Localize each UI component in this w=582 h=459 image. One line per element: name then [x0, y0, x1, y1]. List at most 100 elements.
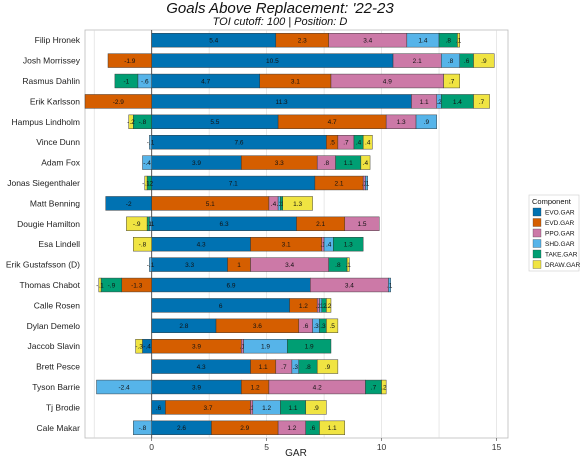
- player-label: Adam Fox: [41, 158, 80, 168]
- player-label: Rasmus Dahlin: [22, 76, 80, 86]
- player-label: Calle Rosen: [34, 300, 81, 310]
- segment-value-label: -.3: [135, 344, 143, 351]
- legend-items: EVO.GAR EVD.GAR PPO.GAR SHD.GAR TAKE.GAR DRAW…: [532, 207, 580, 269]
- segment-value-label: .9: [313, 405, 319, 412]
- segment-value-label: 4.7: [201, 78, 210, 85]
- bar-segment-shd: [365, 175, 368, 191]
- segment-value-label: .8: [324, 160, 330, 167]
- bar-segment-draw: [126, 216, 148, 231]
- segment-value-label: 7.6: [235, 140, 244, 147]
- player-label: Esa Lindell: [38, 239, 80, 249]
- segment-value-label: .1: [320, 242, 326, 249]
- segment-value-label: 1.1: [259, 364, 268, 371]
- segment-value-label: -.1: [144, 221, 152, 228]
- segment-value-label: .1: [346, 262, 352, 269]
- segment-value-label: .4: [365, 140, 371, 147]
- segment-value-label: 1.4: [453, 99, 462, 106]
- bar-segment-draw: [316, 359, 339, 374]
- segment-value-label: .5: [329, 140, 335, 147]
- segment-value-label: .4: [271, 201, 277, 208]
- segment-value-label: 6.9: [226, 282, 235, 289]
- bar-segment-draw: [457, 33, 460, 48]
- segment-value-label: 1.2: [299, 303, 308, 310]
- segment-value-label: .6: [464, 58, 470, 65]
- segment-value-label: .4: [326, 242, 332, 249]
- segment-value-label: 1.9: [261, 344, 270, 351]
- plot-area: [84, 29, 509, 439]
- bar-segment-draw: [326, 298, 332, 313]
- legend-swatch: [532, 260, 542, 269]
- segment-value-label: 5.5: [210, 119, 219, 126]
- x-ticks: 0 5 10 15: [149, 438, 501, 452]
- segment-value-label: .7: [479, 99, 485, 106]
- bar-segment-draw: [98, 277, 102, 293]
- bar-segment-draw: [135, 339, 143, 354]
- segment-value-label: 3.9: [192, 160, 201, 167]
- legend-swatch: [532, 249, 542, 259]
- segment-value-label: -.4: [143, 160, 151, 167]
- segment-value-label: 1.1: [420, 99, 429, 106]
- segment-value-label: -.1: [147, 262, 155, 269]
- segment-value-label: -.8: [139, 119, 147, 126]
- x-axis-label: GAR: [285, 448, 307, 459]
- segment-value-label: 3.4: [345, 282, 354, 289]
- segment-value-label: 3.7: [203, 405, 212, 412]
- segment-value-label: 1.2: [262, 405, 271, 412]
- bar-segment-draw: [381, 379, 387, 395]
- segment-value-label: 3.1: [291, 78, 300, 85]
- bar-segment-draw: [305, 400, 327, 415]
- segment-value-label: -.6: [141, 78, 149, 85]
- bar-segment-draw: [346, 257, 350, 272]
- segment-value-label: .3: [320, 323, 326, 330]
- segment-value-label: .1: [456, 38, 462, 45]
- segment-value-label: 1.4: [418, 38, 427, 45]
- segment-value-label: 1.2: [287, 425, 296, 432]
- bar-segment-evd: [84, 94, 152, 109]
- bar-segment-draw: [360, 155, 371, 170]
- segment-value-label: -1.9: [124, 58, 136, 65]
- segment-value-label: -.1: [147, 221, 155, 228]
- segment-value-label: 1.3: [344, 242, 353, 249]
- segment-value-label: -2: [126, 201, 132, 208]
- segment-value-label: .1: [362, 180, 368, 187]
- bar-segment-draw: [133, 237, 152, 252]
- segment-value-label: .1: [387, 282, 393, 289]
- player-label: Jaccob Slavin: [28, 341, 81, 351]
- bar-segment-shd: [96, 379, 152, 395]
- segment-value-label: -.4: [143, 344, 151, 351]
- segment-value-label: 4.3: [197, 364, 206, 371]
- segment-value-label: 2.1: [335, 180, 344, 187]
- bar-segment-shd: [142, 155, 152, 170]
- player-label: Erik Karlsson: [30, 96, 80, 106]
- segment-value-label: 3.1: [282, 242, 291, 249]
- segment-value-label: 11.3: [275, 99, 288, 106]
- segment-value-label: -.2: [127, 119, 135, 126]
- bar-segment-draw: [473, 53, 495, 68]
- bar-segment-shd: [149, 135, 152, 150]
- player-label: Dylan Demelo: [27, 321, 81, 331]
- segment-value-label: 2.3: [298, 38, 307, 45]
- bar-segment-draw: [443, 73, 460, 89]
- segment-value-label: .7: [281, 364, 287, 371]
- segment-value-label: 2.1: [316, 221, 325, 228]
- legend-label: SHD.GAR: [545, 241, 575, 248]
- segment-value-label: 5.1: [206, 201, 215, 208]
- segment-value-label: .3: [293, 364, 299, 371]
- player-label: Brett Pesce: [36, 362, 80, 372]
- segment-value-label: .7: [343, 140, 349, 147]
- segment-value-label: -.9: [108, 282, 116, 289]
- segment-value-label: -2.4: [118, 384, 130, 391]
- bar-segment-draw: [128, 114, 134, 129]
- segment-value-label: .8: [335, 262, 341, 269]
- segment-value-label: 2.8: [179, 323, 188, 330]
- bar-segment-draw: [362, 135, 373, 150]
- segment-value-label: .4: [356, 140, 362, 147]
- bar-segment-take: [287, 339, 332, 354]
- segment-value-label: .1: [279, 201, 285, 208]
- segment-value-label: -.8: [139, 242, 147, 249]
- segment-value-label: .2: [436, 99, 442, 106]
- segment-value-label: .8: [305, 364, 311, 371]
- segment-value-label: 2.1: [413, 58, 422, 65]
- player-label: Tj Brodie: [46, 402, 80, 412]
